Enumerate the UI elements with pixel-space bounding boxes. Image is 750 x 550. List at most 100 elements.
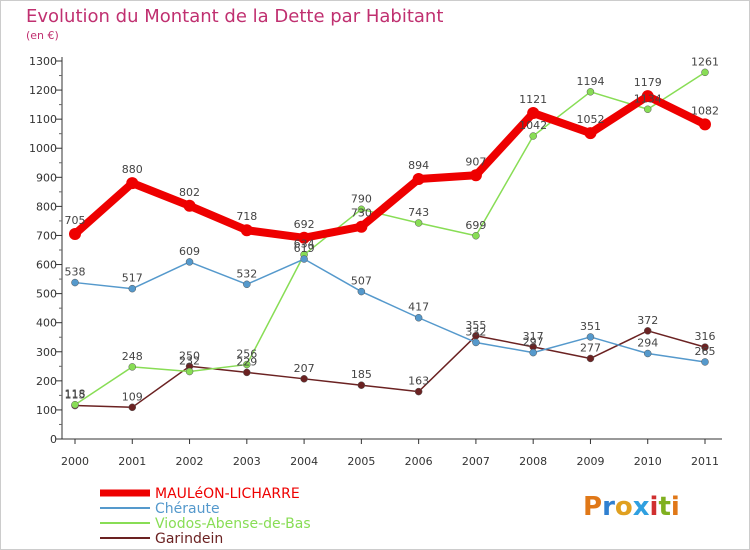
data-point xyxy=(586,333,595,341)
data-point xyxy=(183,199,196,212)
data-label: 115 xyxy=(65,389,86,402)
data-label: 355 xyxy=(465,319,486,332)
data-label: 907 xyxy=(465,155,486,168)
logo-letter: r xyxy=(602,492,615,522)
data-label: 163 xyxy=(408,375,429,388)
data-label: 297 xyxy=(523,336,544,349)
data-label: 692 xyxy=(294,218,315,231)
data-point xyxy=(243,360,251,369)
y-tick-label: 1100 xyxy=(29,113,57,126)
data-point xyxy=(529,348,537,357)
data-label: 743 xyxy=(408,206,429,219)
data-label: 256 xyxy=(236,348,257,361)
data-point xyxy=(584,127,597,140)
data-point xyxy=(357,381,366,389)
legend: MAULéON-LICHARREChérauteViodos-Abense-de… xyxy=(100,486,311,547)
y-tick-label: 1300 xyxy=(29,55,57,68)
logo-letter: x xyxy=(633,492,650,522)
data-label: 351 xyxy=(580,320,601,333)
y-tick-label: 300 xyxy=(36,346,57,359)
series-line xyxy=(74,330,706,409)
y-tick-label: 500 xyxy=(36,288,57,301)
legend-label: Viodos-Abense-de-Bas xyxy=(155,516,311,532)
data-point xyxy=(529,132,537,140)
data-labels: 705 880 802 718 692 730 894 907 1121 1052 1179 1082… xyxy=(65,55,720,403)
data-point xyxy=(699,118,711,131)
data-label: 372 xyxy=(637,314,658,327)
data-label: 1179 xyxy=(634,76,662,89)
x-tick-label: 2011 xyxy=(691,455,719,468)
series-line xyxy=(74,71,706,406)
data-point xyxy=(128,403,137,412)
data-label: 718 xyxy=(236,210,257,223)
data-label: 1134 xyxy=(634,92,662,105)
x-tick-label: 2000 xyxy=(61,455,89,468)
x-tick-label: 2005 xyxy=(347,455,375,468)
data-label: 880 xyxy=(122,163,143,176)
data-label: 538 xyxy=(65,266,86,279)
data-point xyxy=(298,231,311,244)
data-point xyxy=(128,284,137,293)
data-point xyxy=(472,338,480,347)
y-tick-label: 600 xyxy=(36,259,57,272)
data-label: 802 xyxy=(179,186,200,199)
data-label: 265 xyxy=(695,345,716,358)
data-label: 699 xyxy=(465,219,486,232)
data-label: 207 xyxy=(294,362,315,375)
data-label: 1261 xyxy=(691,55,719,68)
data-point xyxy=(701,68,709,77)
legend-label: Garindein xyxy=(155,531,223,547)
data-label: 294 xyxy=(637,337,658,350)
data-point xyxy=(414,219,423,227)
data-point xyxy=(243,280,251,289)
axes: 0 100 200 300 400 500 600 700 800 900 1000 1100 1200… xyxy=(29,55,722,468)
data-point xyxy=(240,224,253,237)
data-label: 532 xyxy=(236,267,257,280)
data-point xyxy=(355,220,368,233)
y-tick-label: 700 xyxy=(36,229,57,242)
data-point xyxy=(412,173,425,186)
data-label: 417 xyxy=(408,301,429,314)
data-label: 1121 xyxy=(519,93,547,106)
logo-letter: i xyxy=(671,492,680,522)
data-label: 730 xyxy=(351,207,372,220)
data-label: 332 xyxy=(465,325,486,338)
data-point xyxy=(71,278,79,287)
x-tick-label: 2009 xyxy=(576,455,604,468)
chart-title: Evolution du Montant de la Dette par Hab… xyxy=(26,6,443,27)
data-label: 507 xyxy=(351,275,372,288)
y-tick-label: 100 xyxy=(36,404,57,417)
data-point xyxy=(643,349,652,358)
data-point xyxy=(586,354,595,363)
data-point xyxy=(472,232,480,240)
data-point xyxy=(69,228,81,241)
y-tick-label: 200 xyxy=(36,375,57,388)
data-label: 517 xyxy=(122,272,143,285)
x-tick-label: 2007 xyxy=(462,455,490,468)
data-label: 316 xyxy=(695,330,716,343)
x-tick-label: 2003 xyxy=(233,455,261,468)
data-label: 1194 xyxy=(576,75,604,88)
data-label: 634 xyxy=(294,238,315,251)
data-point xyxy=(185,258,194,266)
logo-letter: i xyxy=(650,492,659,522)
proxiti-logo: Proxiti xyxy=(583,492,680,522)
y-tick-label: 400 xyxy=(36,317,57,330)
logo-letter: P xyxy=(583,492,602,522)
data-point xyxy=(469,169,482,182)
x-tick-label: 2010 xyxy=(634,455,662,468)
series-line xyxy=(71,92,709,242)
data-label: 1052 xyxy=(576,113,604,126)
data-label: 619 xyxy=(294,242,315,255)
data-point xyxy=(414,387,423,396)
data-point xyxy=(643,105,652,114)
data-label: 232 xyxy=(179,355,200,368)
data-label: 705 xyxy=(65,214,86,227)
data-point xyxy=(185,367,194,376)
data-point xyxy=(71,400,79,409)
data-point xyxy=(128,363,137,371)
legend-label: Chéraute xyxy=(155,501,220,517)
data-label: 250 xyxy=(179,349,200,362)
